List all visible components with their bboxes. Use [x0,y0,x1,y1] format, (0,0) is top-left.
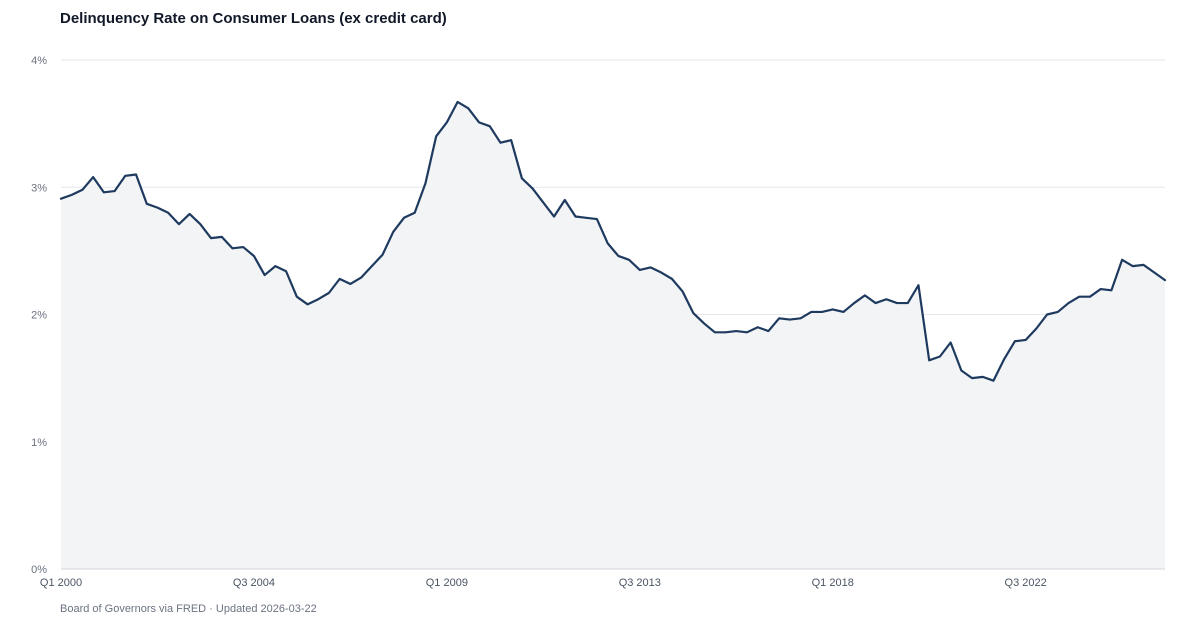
x-tick-label: Q1 2000 [40,577,82,589]
y-tick-label: 4% [31,55,47,67]
series-line [59,100,1167,382]
x-tick-label: Q3 2013 [619,577,661,589]
y-tick-label: 1% [31,437,47,449]
chart-title: Delinquency Rate on Consumer Loans (ex c… [60,10,447,27]
x-tick-label: Q1 2009 [426,577,468,589]
series-area [61,101,1165,570]
x-tick-label: Q3 2004 [233,577,275,589]
y-tick-label: 0% [31,564,47,576]
x-tick-label: Q1 2018 [812,577,854,589]
y-tick-label: 2% [31,310,47,322]
x-tick-label: Q3 2022 [1005,577,1047,589]
y-tick-label: 3% [31,182,47,194]
source-footer: Board of Governors via FRED · Updated 20… [60,603,317,615]
